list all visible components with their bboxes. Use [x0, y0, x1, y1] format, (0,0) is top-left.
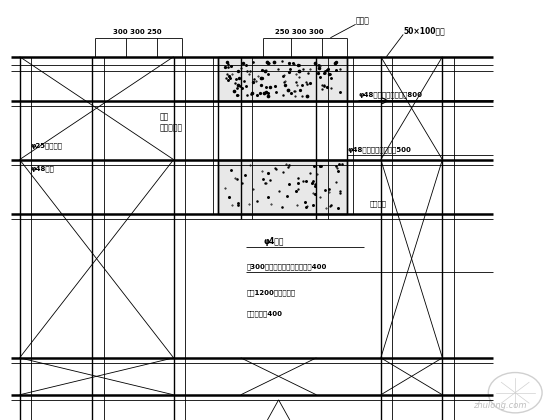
Text: φ25竖向龙骨: φ25竖向龙骨 [31, 142, 63, 149]
Text: 木楔: 木楔 [160, 113, 169, 122]
Text: zhulong.com: zhulong.com [473, 401, 526, 410]
Text: φ4钢管: φ4钢管 [263, 236, 284, 246]
Bar [218, 57, 347, 101]
Text: 觉300以上高度管距间距不大于400: 觉300以上高度管距间距不大于400 [246, 264, 327, 270]
Text: 截面1200以上者加图: 截面1200以上者加图 [246, 289, 296, 296]
Text: 水平钢管: 水平钢管 [370, 201, 386, 207]
Text: 300 300 250: 300 300 250 [113, 29, 161, 35]
Bar [218, 160, 347, 214]
Text: 250 300 300: 250 300 300 [276, 29, 324, 35]
Text: 50×100木枋: 50×100木枋 [403, 26, 445, 36]
Text: φ48钢管，间距不大于800: φ48钢管，间距不大于800 [358, 92, 422, 98]
Text: 双楔形钢板: 双楔形钢板 [160, 123, 183, 132]
Text: 七夹板: 七夹板 [356, 16, 370, 25]
Text: φ48管头，间距不大于500: φ48管头，间距不大于500 [347, 146, 411, 153]
Text: φ48管卡: φ48管卡 [31, 165, 55, 172]
Text: 间距不大于400: 间距不大于400 [246, 310, 282, 317]
